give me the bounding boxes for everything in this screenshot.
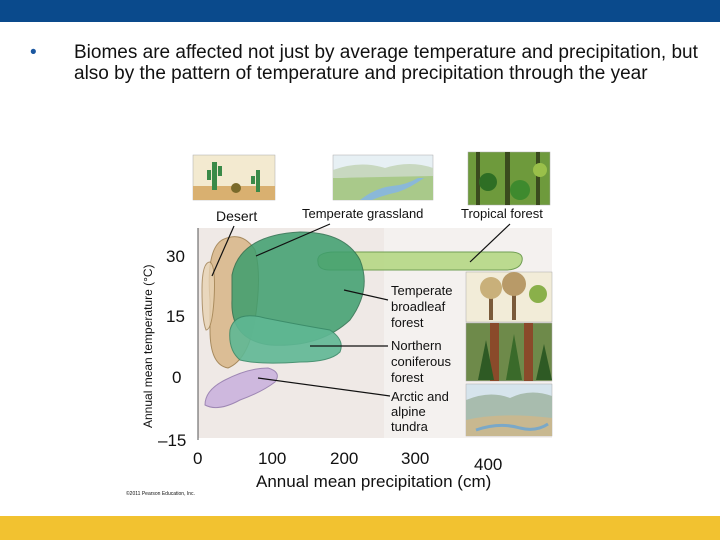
label-coniferous-2: coniferous	[391, 354, 451, 369]
bottom-banner	[0, 516, 720, 540]
y-tick-15: 15	[166, 307, 185, 326]
x-tick-300: 300	[401, 449, 429, 468]
copyright-credit: ©2011 Pearson Education, Inc.	[126, 490, 195, 497]
x-tick-200: 200	[330, 449, 358, 468]
region-northern-coniferous-forest	[229, 315, 342, 364]
label-coniferous-3: forest	[391, 370, 424, 385]
bullet-marker: •	[30, 42, 37, 63]
x-axis-label: Annual mean precipitation (cm)	[256, 472, 491, 491]
y-tick-minus15: –15	[158, 431, 186, 450]
x-tick-400: 400	[474, 455, 502, 474]
leader-desert	[211, 225, 235, 277]
label-coniferous-1: Northern	[391, 338, 442, 353]
y-tick-0: 0	[172, 368, 181, 387]
x-tick-0: 0	[193, 449, 202, 468]
region-desert-sparse	[201, 261, 215, 331]
label-tundra-3: tundra	[391, 419, 429, 434]
desert-scene-icon	[192, 154, 276, 201]
y-tick-30: 30	[166, 247, 185, 266]
bullet-text: Biomes are affected not just by average …	[74, 42, 698, 84]
coniferous-forest-scene-icon	[465, 322, 553, 382]
tundra-scene-icon	[465, 383, 553, 437]
label-temperate-grassland: Temperate grassland	[302, 206, 423, 221]
leader-broadleaf	[343, 289, 389, 301]
y-axis-label: Annual mean temperature (°C)	[141, 264, 155, 428]
tropical-forest-scene-icon	[467, 151, 551, 206]
leader-tundra	[257, 377, 391, 397]
label-broadleaf-3: forest	[391, 315, 424, 330]
label-tropical-forest: Tropical forest	[461, 206, 543, 221]
leader-temperate-grassland	[255, 223, 331, 257]
grassland-scene-icon	[332, 154, 434, 201]
label-tundra-2: alpine	[391, 404, 426, 419]
label-desert: Desert	[216, 208, 257, 224]
label-tundra-1: Arctic and	[391, 389, 449, 404]
broadleaf-forest-scene-icon	[465, 271, 553, 323]
leader-tropical-forest	[469, 223, 511, 263]
label-broadleaf-2: broadleaf	[391, 299, 446, 314]
top-banner	[0, 0, 720, 22]
label-broadleaf-1: Temperate	[391, 283, 452, 298]
x-tick-100: 100	[258, 449, 286, 468]
